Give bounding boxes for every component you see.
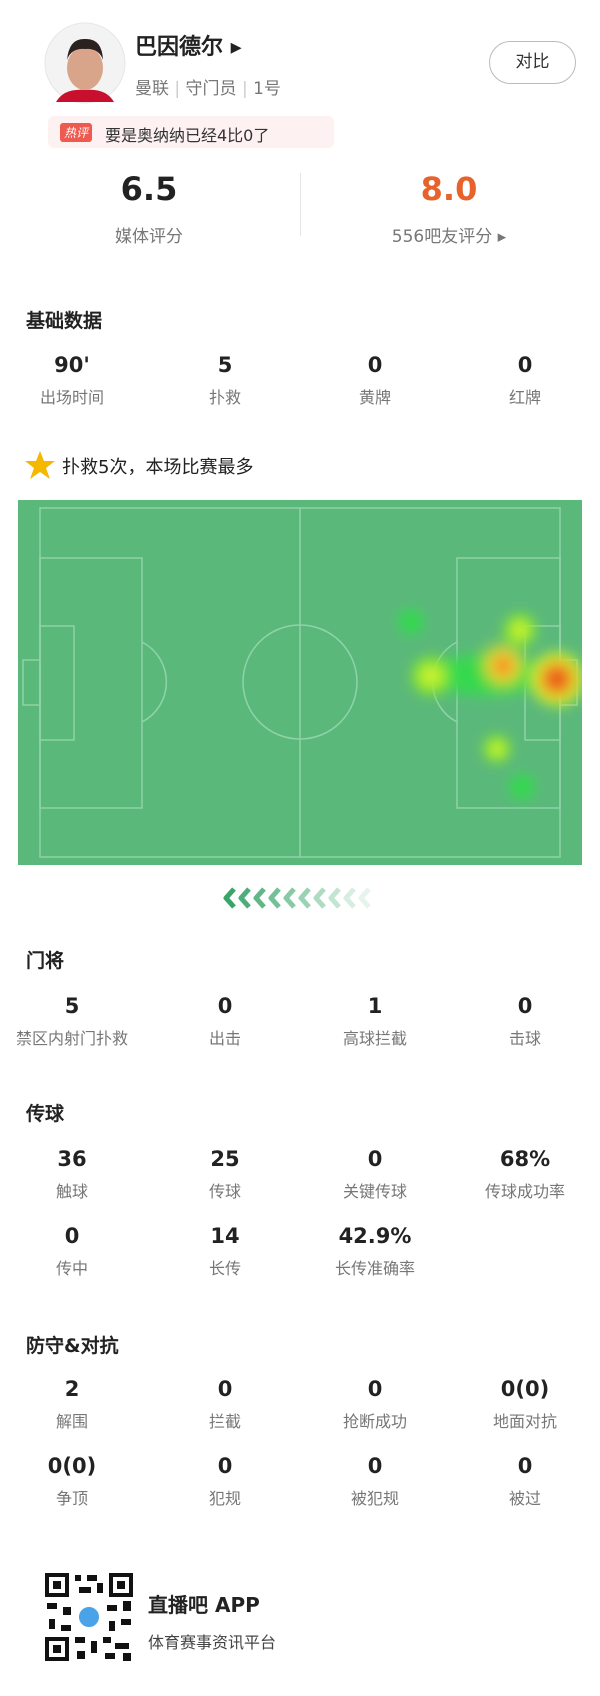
stat-label: 抢断成功 (342, 1412, 408, 1431)
stat-label: 黄牌 (358, 388, 392, 407)
fan-score: 8.0 (420, 170, 478, 208)
stat-value: 0 (517, 353, 533, 377)
stat-label: 犯规 (208, 1489, 242, 1508)
stat-label: 传中 (55, 1259, 89, 1278)
stat-value: 25 (210, 1147, 240, 1171)
stat-label: 长传 (208, 1259, 242, 1278)
stat-value: 0(0) (500, 1377, 550, 1401)
stat-label: 出击 (208, 1029, 242, 1048)
section-title: 防守&对抗 (26, 1335, 119, 1357)
stat-value: 42.9% (338, 1224, 412, 1248)
stat-value: 0 (367, 1147, 383, 1171)
stat-label: 关键传球 (342, 1182, 408, 1201)
player-name[interactable]: 巴因德尔 ▸ (135, 35, 242, 60)
stat-value: 0 (64, 1224, 80, 1248)
star-icon (25, 451, 55, 479)
qr-code (43, 1571, 135, 1663)
hot-text: 要是奥纳纳已经4比0了 (105, 126, 270, 145)
media-score: 6.5 (120, 170, 178, 208)
stat-value: 1 (367, 994, 383, 1018)
stat-label: 出场时间 (39, 388, 105, 407)
hot-comment[interactable]: 热评 要是奥纳纳已经4比0了 (48, 116, 334, 148)
stat-label: 地面对抗 (492, 1412, 558, 1431)
stat-label: 传球成功率 (484, 1182, 566, 1201)
stat-label: 红牌 (508, 388, 542, 407)
divider (300, 173, 301, 236)
player-info: 曼联 | 守门员 | 1号 (135, 79, 281, 99)
stat-label: 拦截 (208, 1412, 242, 1431)
stat-value: 0 (517, 994, 533, 1018)
stat-label: 被犯规 (350, 1489, 400, 1508)
direction-arrows (223, 887, 371, 909)
app-slogan: 体育赛事资讯平台 (148, 1633, 277, 1652)
stat-label: 击球 (508, 1029, 542, 1048)
stat-value: 0 (367, 1454, 383, 1478)
stat-value: 5 (64, 994, 80, 1018)
stat-value: 0 (217, 1454, 233, 1478)
stat-value: 14 (210, 1224, 240, 1248)
stat-value: 0 (217, 994, 233, 1018)
stat-value: 2 (64, 1377, 80, 1401)
heatmap-pitch (18, 500, 582, 865)
avatar (44, 22, 126, 104)
stat-label: 解围 (55, 1412, 89, 1431)
stat-value: 0 (217, 1377, 233, 1401)
stat-value: 0(0) (47, 1454, 97, 1478)
stat-value: 68% (499, 1147, 551, 1171)
stat-label: 扑救 (208, 388, 242, 407)
fan-label[interactable]: 556吧友评分 ▸ (391, 227, 507, 247)
compare-button[interactable]: 对比 (489, 41, 576, 84)
stat-value: 0 (367, 353, 383, 377)
stat-label: 触球 (55, 1182, 89, 1201)
section-title: 传球 (26, 1103, 65, 1125)
section-title: 基础数据 (26, 310, 103, 332)
media-label: 媒体评分 (115, 227, 183, 247)
stat-label: 争顶 (55, 1489, 89, 1508)
stat-value: 0 (517, 1454, 533, 1478)
section-title: 门将 (26, 950, 65, 972)
stat-label: 被过 (508, 1489, 542, 1508)
stat-label: 长传准确率 (334, 1259, 416, 1278)
stat-value: 36 (57, 1147, 87, 1171)
stat-label: 传球 (208, 1182, 242, 1201)
hot-tag: 热评 (60, 123, 93, 142)
stat-label: 高球拦截 (342, 1029, 408, 1048)
app-name: 直播吧 APP (148, 1593, 260, 1617)
stat-value: 0 (367, 1377, 383, 1401)
stat-value: 90' (54, 353, 90, 377)
highlight: 扑救5次，本场比赛最多 (62, 457, 254, 478)
stat-value: 5 (217, 353, 233, 377)
stat-label: 禁区内射门扑救 (15, 1029, 129, 1048)
